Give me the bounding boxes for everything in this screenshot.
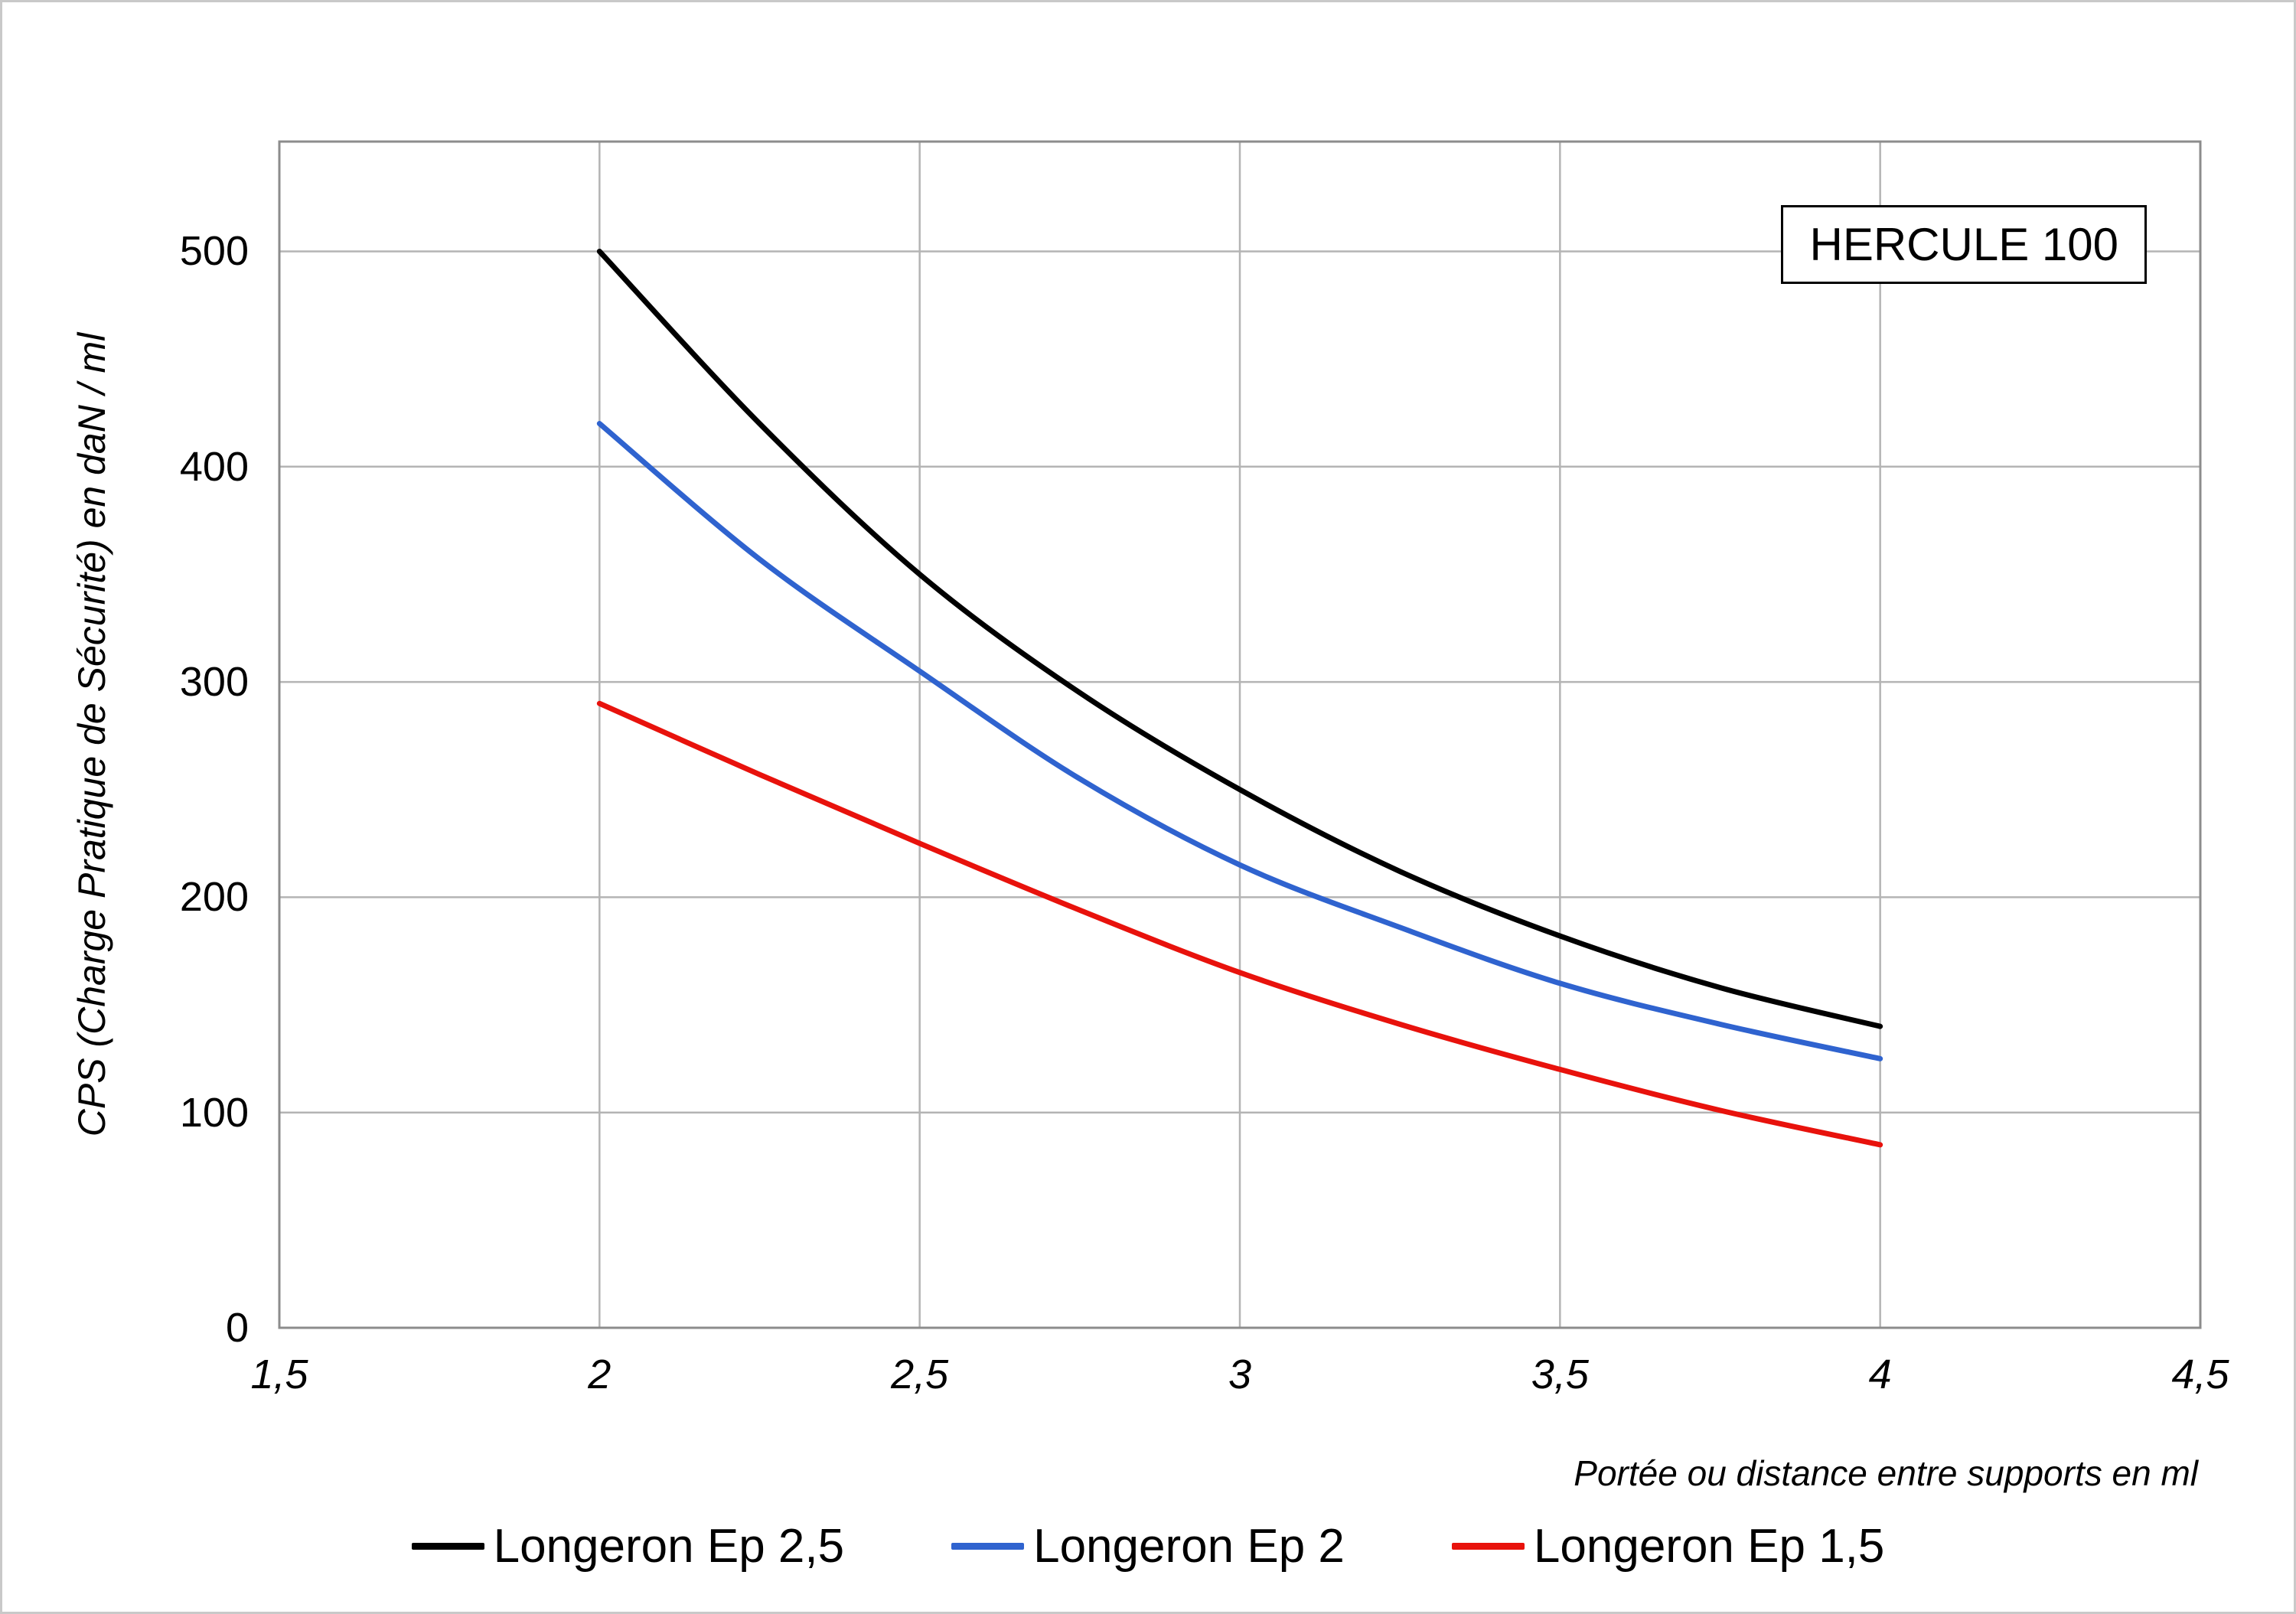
x-tick-label: 2,5 (891, 1352, 949, 1397)
x-tick-label: 3,5 (1531, 1352, 1589, 1397)
series-line-2 (596, 700, 1883, 1148)
x-tick-label: 3 (1228, 1352, 1252, 1397)
legend-swatch (951, 1543, 1025, 1550)
x-axis-title: Portée ou distance entre supports en ml (1574, 1453, 2198, 1493)
y-tick-label: 500 (179, 228, 249, 275)
x-tick-label: 4 (1868, 1352, 1892, 1397)
legend-swatch (1451, 1543, 1525, 1550)
series-line-0 (596, 248, 1883, 1029)
plot-frame (278, 140, 2202, 1329)
legend-item-0: Longeron Ep 2,5 (411, 1519, 845, 1573)
y-tick-label: 400 (179, 443, 249, 490)
series-line-1 (596, 421, 1883, 1061)
chart-title: HERCULE 100 (1809, 219, 2118, 270)
x-tick-label: 4,5 (2171, 1352, 2229, 1397)
y-tick-label: 100 (179, 1089, 249, 1136)
y-tick-label: 0 (225, 1305, 249, 1351)
x-tick-label: 1,5 (250, 1352, 308, 1397)
legend-label: Longeron Ep 2,5 (493, 1520, 845, 1573)
legend-swatch (411, 1543, 484, 1550)
legend-item-2: Longeron Ep 1,5 (1451, 1519, 1885, 1573)
x-tick-label: 2 (588, 1352, 612, 1397)
y-tick-label: 300 (179, 659, 249, 706)
legend-label: Longeron Ep 1,5 (1533, 1520, 1885, 1573)
legend-label: Longeron Ep 2 (1033, 1520, 1345, 1573)
chart-title-box: HERCULE 100 (1781, 205, 2147, 284)
legend-item-1: Longeron Ep 2 (951, 1519, 1345, 1573)
y-tick-label: 200 (179, 874, 249, 921)
legend: Longeron Ep 2,5 Longeron Ep 2 Longeron Ep … (0, 1519, 2296, 1573)
